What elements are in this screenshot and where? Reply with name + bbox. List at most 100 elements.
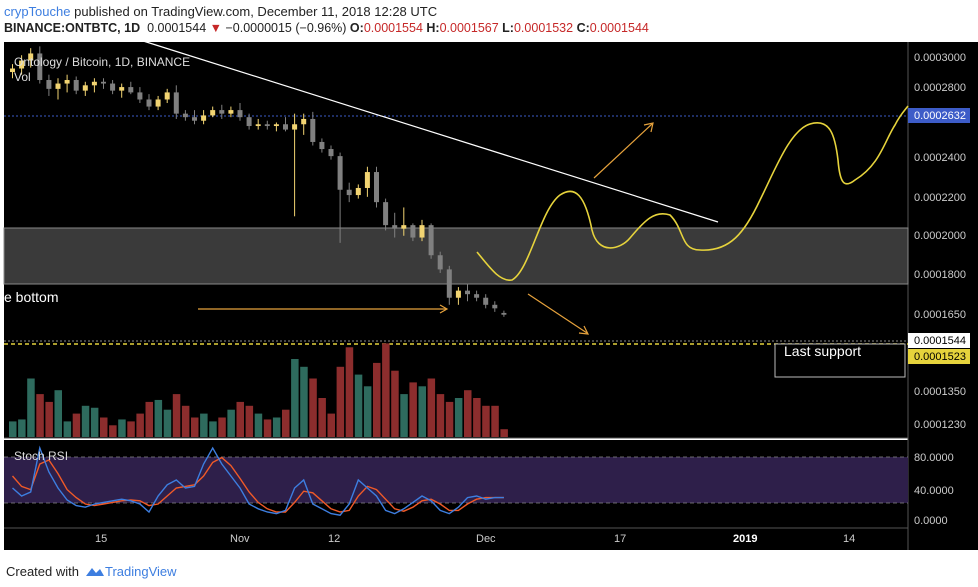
- rsi-tick: 80.0000: [914, 452, 954, 464]
- volume-bar: [236, 401, 244, 437]
- volume-bar: [118, 419, 126, 437]
- volume-bar: [500, 429, 508, 437]
- candle: [46, 74, 52, 96]
- volume-bar: [400, 394, 408, 437]
- volume-bar: [209, 421, 217, 437]
- open-value: 0.0001554: [363, 21, 423, 35]
- published-text: published on TradingView.com, December 1…: [74, 4, 438, 19]
- candle: [292, 113, 298, 217]
- volume-bar: [72, 413, 81, 437]
- time-tick: 12: [328, 533, 340, 545]
- volume-bar: [9, 421, 17, 437]
- price-tick: 0.0002000: [914, 230, 966, 242]
- candle: [410, 223, 416, 242]
- candle: [346, 182, 352, 203]
- volume-bar: [436, 394, 445, 437]
- stoch-k-line: [12, 445, 504, 516]
- candle: [246, 113, 252, 130]
- volume-bar: [464, 390, 472, 437]
- low-value: 0.0001532: [513, 21, 574, 35]
- close-value: 0.0001544: [589, 21, 649, 35]
- projection-path: [476, 105, 909, 281]
- time-tick: 14: [843, 533, 855, 545]
- price-tick: 0.0001230: [914, 419, 966, 431]
- volume-bar: [318, 398, 326, 437]
- price-axis-bg: [908, 42, 978, 550]
- price-tick: 0.0002400: [914, 152, 966, 164]
- price-change: −0.0000015 (−0.96%): [225, 21, 347, 35]
- stoch-d-line: [11, 456, 504, 513]
- volume-bar: [291, 359, 299, 437]
- candle: [182, 110, 188, 121]
- candle: [383, 198, 389, 231]
- candle: [319, 138, 325, 153]
- rsi-tick: 40.0000: [914, 485, 954, 497]
- volume-bar: [109, 425, 117, 437]
- candle: [492, 301, 498, 312]
- volume-bar: [90, 407, 99, 437]
- support-price-badge: [908, 349, 970, 364]
- publish-header: crypTouche published on TradingView.com,…: [0, 0, 978, 40]
- candle: [401, 207, 407, 236]
- volume-bar: [309, 378, 317, 437]
- bottom-annotation: e bottom: [4, 289, 58, 305]
- volume-bar: [254, 413, 263, 437]
- candle: [474, 290, 480, 302]
- publish-line: crypTouche published on TradingView.com,…: [4, 4, 437, 19]
- footer: Created with TradingView: [0, 551, 978, 587]
- candle: [419, 219, 425, 242]
- tradingview-brand[interactable]: TradingView: [105, 564, 177, 579]
- close-label: C:: [576, 21, 590, 35]
- publisher-link[interactable]: crypTouche: [4, 4, 71, 19]
- candle: [301, 113, 307, 135]
- volume-label: Vol: [14, 70, 31, 84]
- support-box: [774, 343, 906, 378]
- down-arrow-icon: ▼: [209, 21, 223, 35]
- volume-bar: [163, 409, 172, 437]
- time-axis-bg: [4, 528, 908, 550]
- low-label: L:: [502, 21, 514, 35]
- volume-bar: [100, 417, 108, 437]
- volume-bar: [172, 394, 181, 437]
- candle: [364, 166, 370, 197]
- candle: [374, 166, 379, 208]
- candle: [355, 184, 361, 199]
- candle: [37, 46, 43, 84]
- candle: [237, 103, 243, 121]
- time-tick: 17: [614, 533, 626, 545]
- candle: [164, 88, 170, 104]
- candle: [501, 310, 507, 317]
- created-with-text: Created with: [6, 564, 79, 579]
- candle: [192, 110, 197, 125]
- candle: [201, 110, 207, 125]
- high-value: 0.0001567: [439, 21, 499, 35]
- rsi-band: [4, 457, 908, 503]
- candle: [428, 223, 434, 259]
- candle: [55, 78, 61, 100]
- volume-bar: [245, 405, 254, 437]
- price-tick: 0.0001800: [914, 269, 966, 281]
- candle: [173, 85, 179, 119]
- candle: [119, 83, 125, 98]
- price-tick: 0.0001350: [914, 386, 966, 398]
- candle: [264, 120, 270, 130]
- support-price-label: 0.0001523: [914, 351, 966, 363]
- rsi-label: Stoch RSI: [14, 449, 68, 463]
- volume-bar: [27, 378, 35, 437]
- candle: [28, 48, 34, 68]
- rsi-axis: 80.0000 40.0000 0.0000: [914, 452, 954, 527]
- last-price-label: 0.0001544: [914, 335, 966, 347]
- volume-group: [9, 343, 508, 437]
- symbol-label: BINANCE:ONTBTC, 1D: [4, 21, 141, 35]
- volume-bar: [81, 405, 90, 437]
- candle: [91, 78, 97, 93]
- candle: [19, 55, 25, 75]
- volume-bar: [136, 413, 144, 437]
- time-axis: 15 Nov 12 Dec 17 2019 14: [95, 533, 855, 545]
- time-tick: Dec: [476, 533, 496, 545]
- volume-bar: [18, 419, 26, 437]
- price-tick: 0.0003000: [914, 52, 966, 64]
- candle: [82, 81, 88, 96]
- rsi-tick: 0.0000: [914, 515, 948, 527]
